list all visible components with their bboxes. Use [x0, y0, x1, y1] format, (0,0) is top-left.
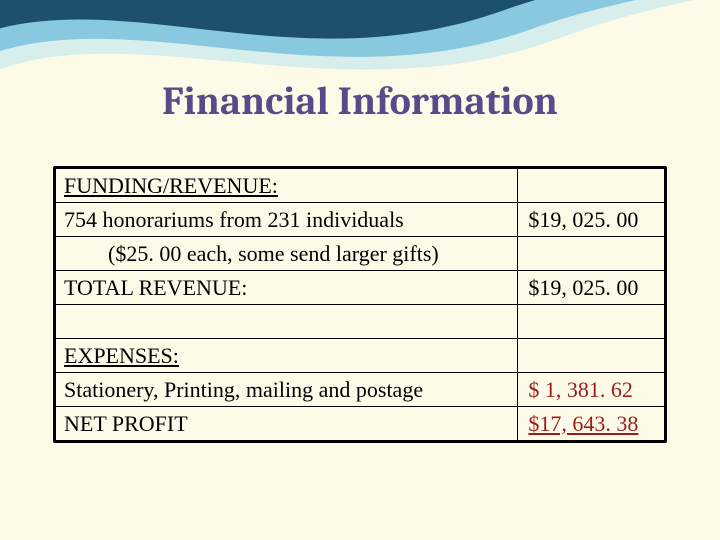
cell-label: 754 honorariums from 231 individuals: [56, 203, 518, 237]
table-row: Stationery, Printing, mailing and postag…: [56, 373, 665, 407]
cell-value: $ 1, 381. 62: [518, 373, 665, 407]
financial-table: FUNDING/REVENUE: 754 honorariums from 23…: [55, 168, 665, 441]
table-row: [56, 305, 665, 339]
value-text: $ 1, 381. 62: [528, 377, 633, 402]
cell-value: [518, 169, 665, 203]
cell-label: NET PROFIT: [56, 407, 518, 441]
table-row: NET PROFIT $17, 643. 38: [56, 407, 665, 441]
value-text: $17, 643. 38: [528, 411, 638, 436]
cell-label: FUNDING/REVENUE:: [56, 169, 518, 203]
cell-label: ($25. 00 each, some send larger gifts): [56, 237, 518, 271]
slide-content: Financial Information FUNDING/REVENUE: 7…: [0, 0, 720, 540]
cell-value: [518, 339, 665, 373]
cell-value: $17, 643. 38: [518, 407, 665, 441]
cell-value: [518, 305, 665, 339]
slide: Financial Information FUNDING/REVENUE: 7…: [0, 0, 720, 540]
table-row: TOTAL REVENUE: $19, 025. 00: [56, 271, 665, 305]
cell-value: [518, 237, 665, 271]
cell-label: [56, 305, 518, 339]
table-row: FUNDING/REVENUE:: [56, 169, 665, 203]
label-text: EXPENSES:: [64, 343, 179, 368]
cell-value: $19, 025. 00: [518, 271, 665, 305]
label-text: FUNDING/REVENUE:: [64, 173, 278, 198]
table-row: ($25. 00 each, some send larger gifts): [56, 237, 665, 271]
cell-value: $19, 025. 00: [518, 203, 665, 237]
table-row: EXPENSES:: [56, 339, 665, 373]
table-row: 754 honorariums from 231 individuals $19…: [56, 203, 665, 237]
cell-label: EXPENSES:: [56, 339, 518, 373]
cell-label: TOTAL REVENUE:: [56, 271, 518, 305]
financial-table-body: FUNDING/REVENUE: 754 honorariums from 23…: [56, 169, 665, 441]
slide-title: Financial Information: [0, 78, 720, 124]
cell-label: Stationery, Printing, mailing and postag…: [56, 373, 518, 407]
financial-table-frame: FUNDING/REVENUE: 754 honorariums from 23…: [53, 166, 667, 443]
